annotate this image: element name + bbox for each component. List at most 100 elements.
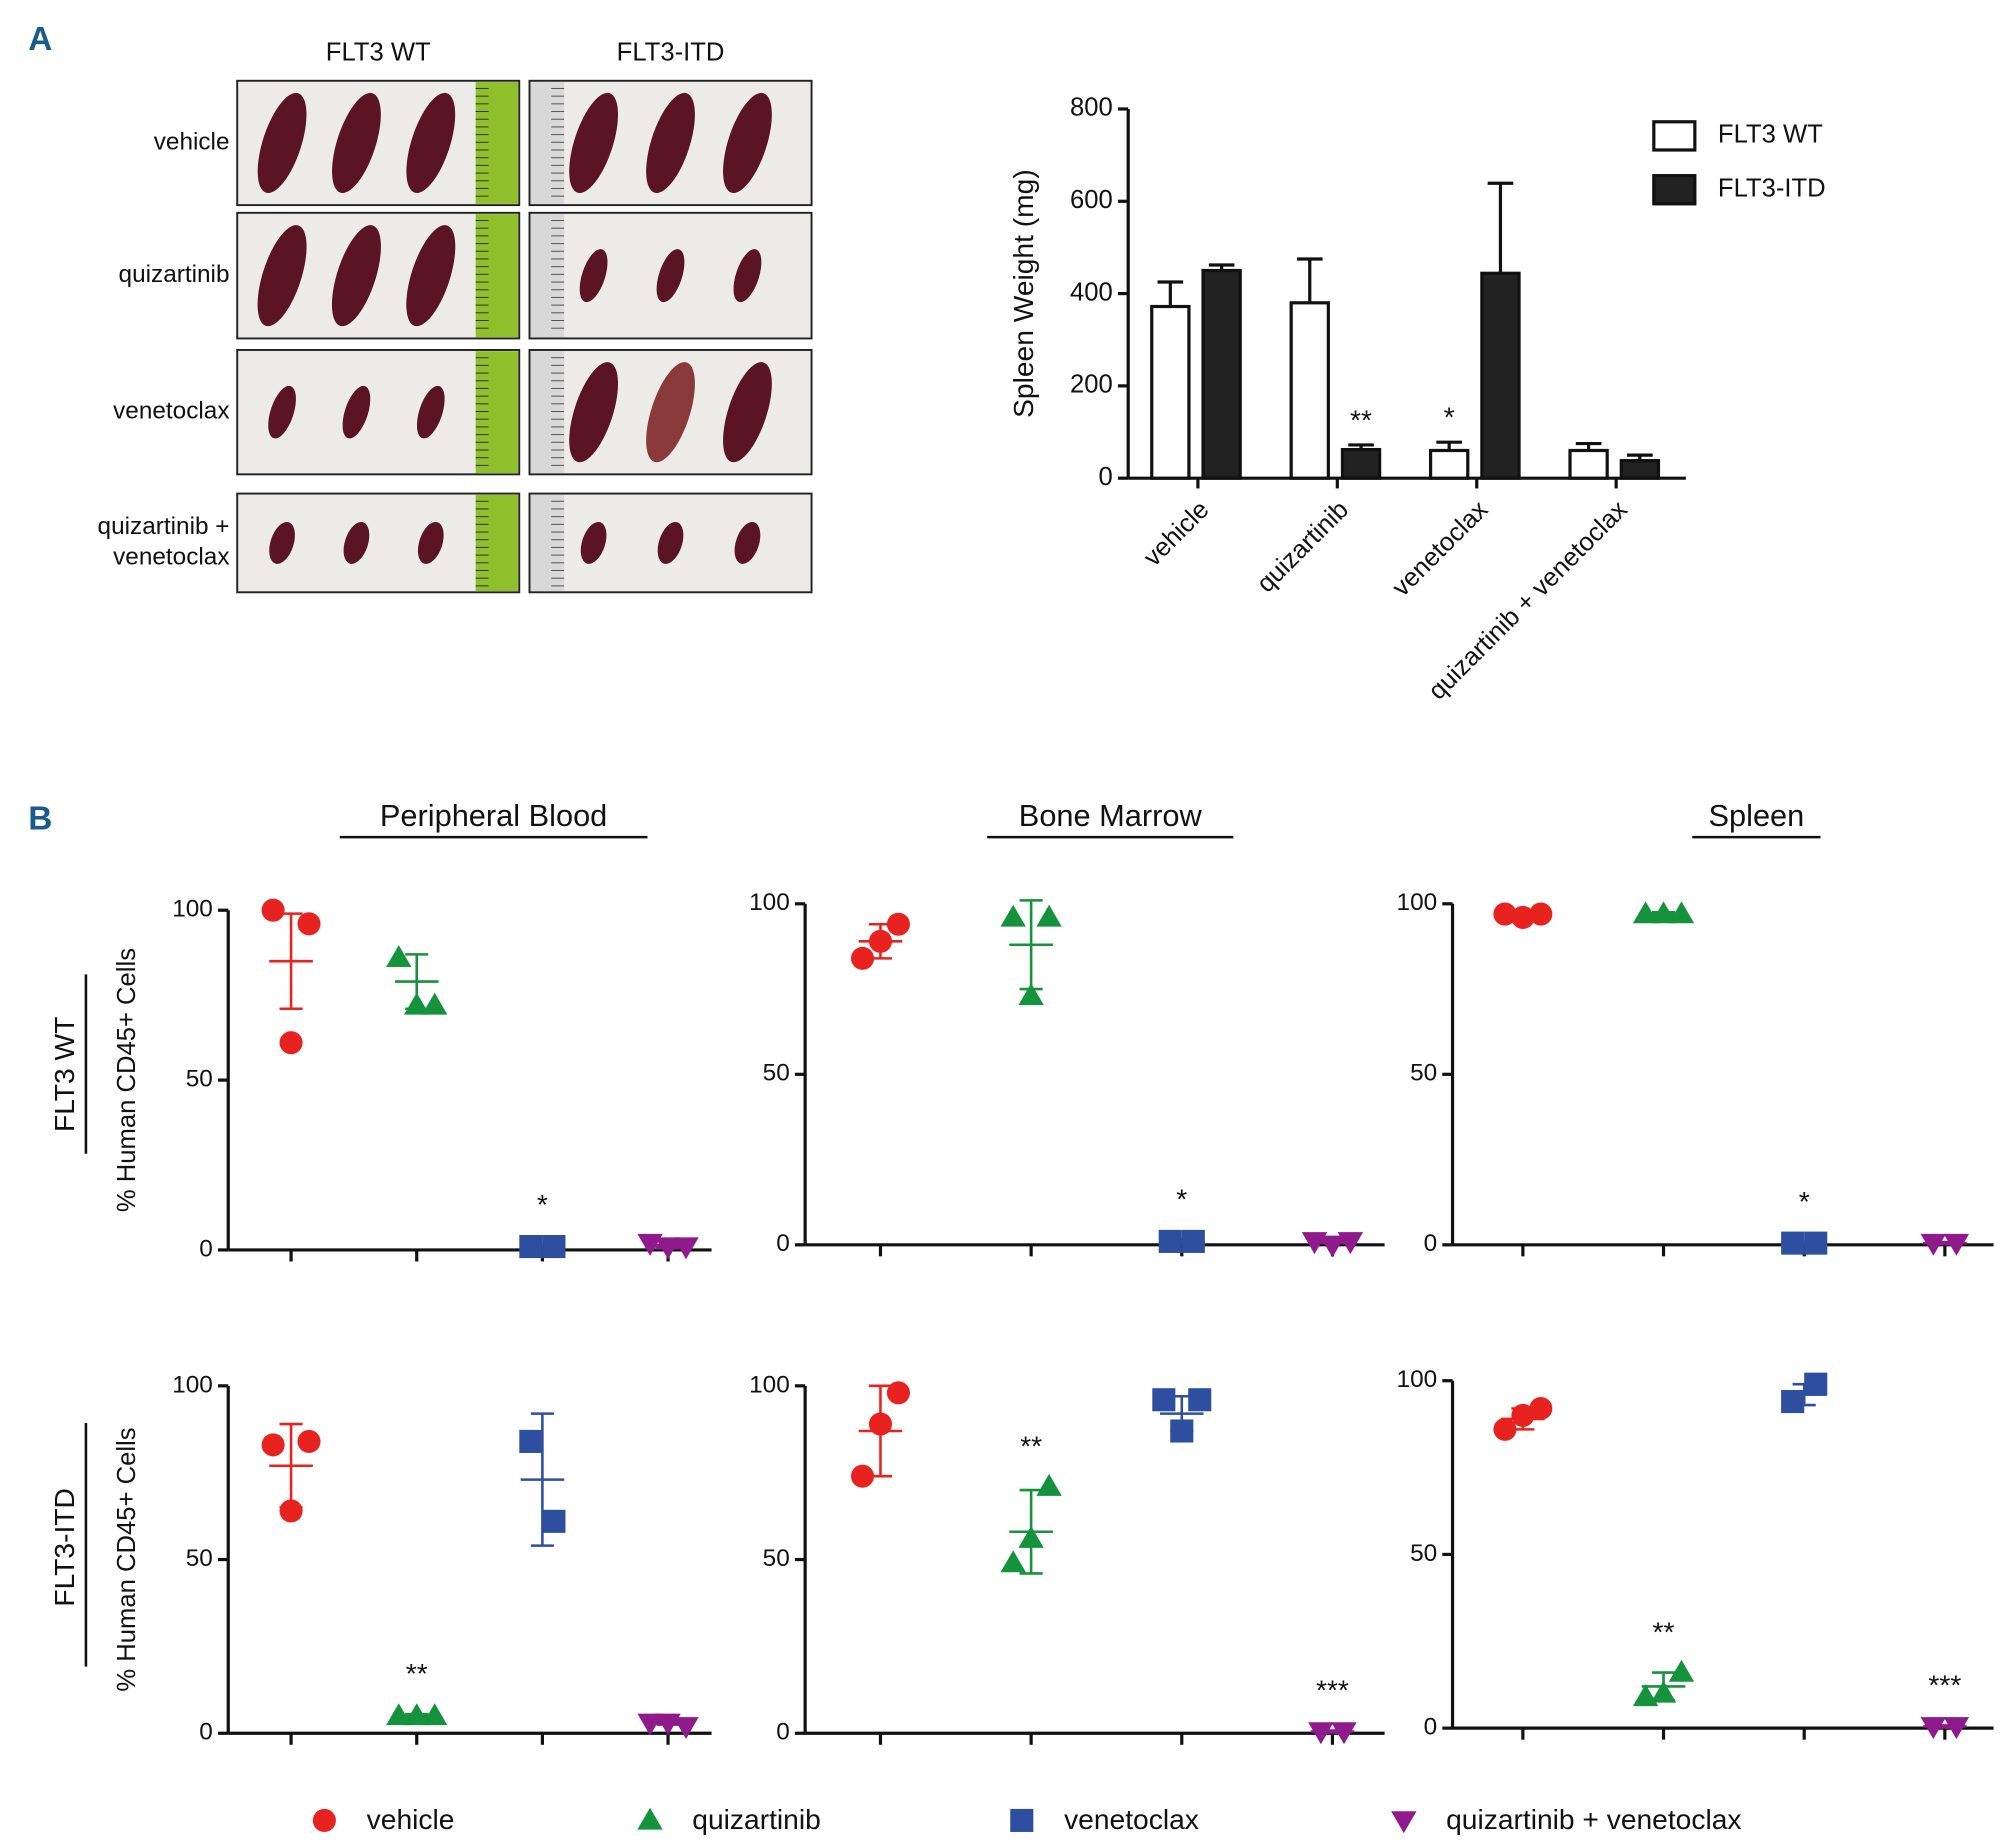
point <box>1036 904 1062 927</box>
legend-marker <box>1010 1808 1034 1832</box>
photo-row-label: quizartinib + <box>98 513 230 540</box>
ruler <box>530 494 565 592</box>
y-tick-label: 100 <box>172 896 213 923</box>
spleen <box>332 92 381 193</box>
panel-label: B <box>28 800 52 837</box>
legend-label: FLT3 WT <box>1718 121 1823 149</box>
point <box>1331 1722 1357 1745</box>
point <box>1804 1372 1828 1396</box>
point <box>637 1713 663 1736</box>
point <box>1920 1233 1947 1256</box>
y-tick-label: 100 <box>749 889 790 916</box>
spleen <box>331 225 381 327</box>
spleen <box>257 92 307 193</box>
point <box>1668 1659 1695 1682</box>
y-tick-label: 600 <box>1070 186 1113 214</box>
point <box>1511 905 1535 929</box>
ruler <box>530 214 565 338</box>
legend-label: vehicle <box>367 1803 455 1835</box>
bar <box>1340 447 1382 480</box>
column-title: Bone Marrow <box>1019 798 1203 833</box>
y-tick-label: 0 <box>1424 1230 1438 1257</box>
significance: ** <box>406 1657 428 1689</box>
point <box>297 1429 321 1453</box>
point <box>519 1429 543 1453</box>
significance: *** <box>1928 1668 1961 1700</box>
photo-row-label: venetoclax <box>113 544 229 571</box>
point <box>1668 901 1695 924</box>
row-title: FLT3 WT <box>48 1017 80 1132</box>
point <box>297 912 321 936</box>
bar <box>1150 304 1191 480</box>
point <box>1018 1526 1044 1548</box>
y-tick-label: 0 <box>199 1235 213 1262</box>
point <box>1650 901 1677 924</box>
y-tick-label: 50 <box>763 1545 790 1572</box>
spleen <box>406 225 456 327</box>
point <box>850 946 875 970</box>
y-tick-label: 100 <box>749 1371 790 1398</box>
spleen <box>569 92 618 193</box>
point <box>886 1381 910 1405</box>
point <box>1650 1680 1677 1703</box>
x-tick-label: venetoclax <box>1387 495 1494 602</box>
legend-swatch <box>1652 120 1697 152</box>
significance: ** <box>1653 1616 1675 1648</box>
y-tick-label: 0 <box>776 1230 790 1257</box>
y-tick-label: 0 <box>1424 1714 1438 1741</box>
photo-row-label: vehicle <box>154 128 230 155</box>
point <box>673 1717 699 1740</box>
significance: * <box>537 1188 548 1220</box>
y-tick-label: 50 <box>763 1060 790 1087</box>
spleen <box>343 521 370 564</box>
point <box>1000 1550 1026 1573</box>
point <box>1943 1717 1970 1740</box>
x-tick-label: quizartinib <box>1252 496 1354 598</box>
x-tick-label: vehicle <box>1138 496 1214 572</box>
photo-column-title: FLT3 WT <box>326 39 431 67</box>
bar <box>1480 271 1521 480</box>
y-tick-label: 800 <box>1070 94 1113 122</box>
spleen <box>569 362 618 463</box>
ruler <box>475 82 518 204</box>
point <box>1152 1388 1176 1412</box>
legend-label: venetoclax <box>1064 1803 1199 1835</box>
y-tick-label: 100 <box>172 1371 213 1398</box>
point <box>637 1233 663 1256</box>
significance: * <box>1799 1185 1810 1217</box>
point <box>1308 1722 1334 1745</box>
point <box>655 1713 681 1736</box>
point <box>673 1237 699 1260</box>
spleen <box>342 385 371 439</box>
point <box>1170 1419 1194 1443</box>
photo-column-title: FLT3-ITD <box>617 39 725 67</box>
spleen <box>417 521 444 564</box>
point <box>1337 1232 1364 1255</box>
point <box>1920 1717 1947 1740</box>
point <box>261 1433 285 1457</box>
point <box>279 1031 303 1055</box>
legend-marker <box>637 1807 663 1830</box>
point <box>1632 1684 1659 1707</box>
photo-row-label: venetoclax <box>113 398 229 425</box>
point <box>421 1703 448 1726</box>
point <box>1511 1403 1535 1427</box>
significance: * <box>1444 401 1455 433</box>
ruler <box>530 82 565 204</box>
bar <box>1201 268 1242 480</box>
photo-row-label: quizartinib <box>119 261 230 288</box>
point <box>386 945 412 968</box>
y-axis-label: Spleen Weight (mg) <box>1007 169 1039 418</box>
bar <box>1428 448 1470 480</box>
ruler <box>475 494 518 592</box>
spleen <box>257 225 307 327</box>
column-title: Spleen <box>1709 798 1805 833</box>
spleen <box>646 362 695 463</box>
row-title: FLT3-ITD <box>48 1488 80 1607</box>
point <box>1188 1388 1212 1412</box>
legend-label: FLT3-ITD <box>1718 175 1826 203</box>
y-tick-label: 0 <box>199 1719 213 1746</box>
spleen <box>580 521 607 564</box>
